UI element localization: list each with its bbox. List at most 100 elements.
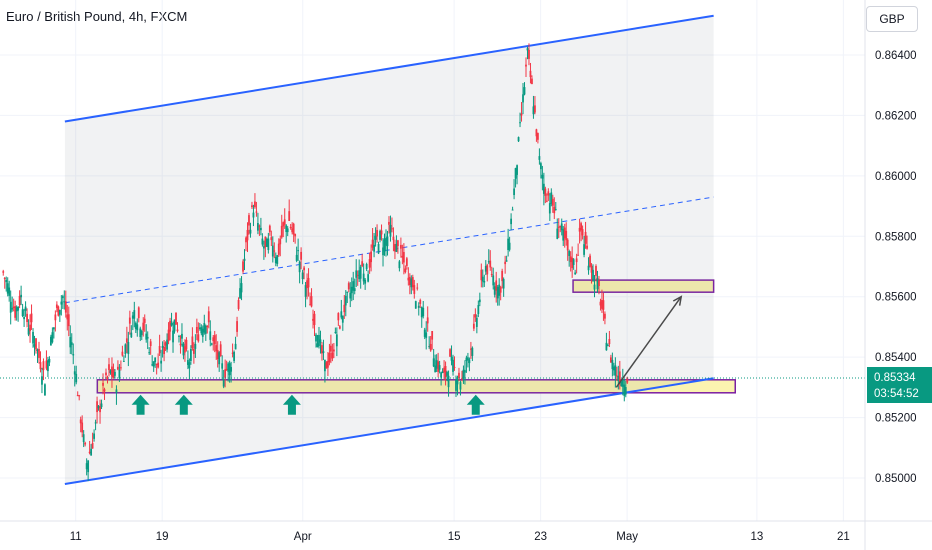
x-tick-label: May [616, 531, 638, 543]
candle-body [341, 315, 344, 323]
candle-body [295, 254, 298, 261]
candle-body [349, 292, 352, 299]
candle-body [178, 335, 180, 337]
candle-body [535, 129, 538, 137]
candle-body [392, 236, 395, 241]
x-tick-label: 23 [534, 531, 547, 543]
candle-body [304, 285, 307, 297]
candle-body [328, 352, 331, 363]
candle-body [611, 359, 614, 370]
candle-body [461, 378, 463, 380]
candle-body [307, 277, 310, 288]
candle-body [188, 362, 191, 369]
candle-body [599, 301, 602, 306]
candle-body [139, 328, 142, 338]
candle-body [565, 230, 568, 241]
candle-body [404, 268, 407, 273]
candle-body [420, 307, 423, 318]
candle-body [109, 370, 112, 374]
currency-button[interactable]: GBP [866, 6, 918, 32]
candle-body [289, 226, 292, 228]
candle-body [385, 237, 387, 246]
resistance-zone [572, 279, 715, 293]
candle-body [82, 434, 85, 443]
candle-body [252, 212, 255, 218]
candle-body [340, 311, 343, 318]
candle-body [55, 304, 58, 308]
candle-body [332, 349, 335, 352]
candle-body [6, 283, 9, 294]
candle-body [9, 301, 12, 313]
candle-body [15, 307, 18, 312]
candle-body [276, 255, 279, 264]
candle-body [298, 261, 301, 273]
candle-body [598, 280, 600, 287]
candle-body [437, 361, 440, 372]
candle-body [388, 221, 390, 225]
candle-body [35, 338, 37, 350]
candle-body [542, 183, 545, 194]
x-tick-label: 19 [156, 531, 169, 543]
candle-body [73, 371, 76, 375]
candle-body [571, 257, 574, 269]
candle-body [163, 346, 165, 355]
candle-body [350, 286, 353, 294]
candle-body [514, 168, 517, 179]
candle-body [531, 78, 533, 85]
candle-body [115, 389, 118, 394]
candle-body [182, 343, 185, 356]
candle-body [596, 278, 599, 290]
candle-body [90, 448, 93, 456]
candle-body [532, 106, 535, 115]
candle-body [84, 442, 87, 445]
candle-body [528, 49, 530, 59]
candle-body [93, 433, 95, 439]
candle-body [605, 342, 608, 351]
candle-body [568, 250, 571, 257]
candle-body [63, 301, 66, 303]
y-tick-label: 0.85800 [875, 231, 917, 243]
candle-body [505, 260, 508, 262]
candle-body [468, 359, 471, 364]
price-tag-countdown: 03:54:52 [874, 388, 919, 400]
candle-body [492, 275, 495, 286]
candle-body [434, 365, 437, 373]
candle-body [608, 339, 611, 345]
candle-body [499, 287, 502, 293]
candle-body [189, 348, 192, 362]
candle-body [315, 334, 317, 342]
candle-body [246, 229, 249, 241]
candle-body [455, 380, 457, 391]
candle-body [355, 270, 358, 278]
candle-body [2, 271, 5, 273]
candle-body [361, 261, 364, 267]
candle-body [57, 306, 60, 316]
candle-body [374, 235, 377, 240]
candle-body [157, 362, 160, 368]
candle-body [36, 349, 39, 351]
candle-body [523, 87, 526, 95]
candle-body [143, 318, 146, 323]
candle-body [42, 361, 45, 371]
candle-body [438, 365, 441, 370]
candle-body [501, 270, 504, 282]
candle-body [122, 360, 125, 362]
candle-body [195, 326, 198, 333]
candle-body [236, 321, 238, 332]
buy-arrow-icon [174, 394, 193, 415]
candle-body [291, 228, 294, 233]
candle-body [486, 265, 489, 275]
candle-body [402, 252, 405, 263]
price-tag: 0.85334 03:54:52 [867, 367, 932, 403]
candle-body [443, 367, 445, 373]
candle-body [300, 251, 303, 260]
candle-body [490, 274, 493, 276]
candle-body [379, 230, 381, 240]
candle-body [39, 362, 42, 370]
candle-body [192, 348, 195, 354]
y-tick-label: 0.86000 [875, 171, 917, 183]
candle-body [335, 334, 338, 347]
candle-body [280, 225, 283, 238]
candle-body [118, 369, 121, 379]
